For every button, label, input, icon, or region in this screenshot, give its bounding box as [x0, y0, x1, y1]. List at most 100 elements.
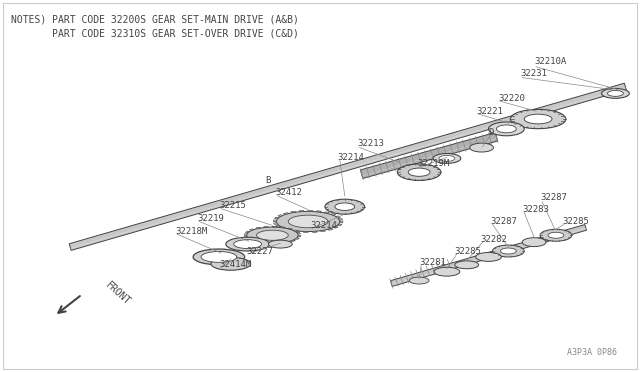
- Polygon shape: [268, 243, 273, 244]
- Polygon shape: [333, 227, 339, 228]
- Polygon shape: [360, 132, 498, 179]
- Ellipse shape: [276, 211, 340, 231]
- Text: 32281: 32281: [419, 258, 446, 267]
- Ellipse shape: [524, 114, 552, 124]
- Polygon shape: [280, 227, 285, 228]
- Polygon shape: [337, 224, 342, 226]
- Polygon shape: [247, 239, 252, 241]
- Text: 32214: 32214: [338, 153, 365, 162]
- Polygon shape: [291, 240, 295, 242]
- Polygon shape: [256, 227, 260, 229]
- Ellipse shape: [257, 230, 288, 240]
- Polygon shape: [390, 225, 586, 286]
- Text: 32287: 32287: [490, 217, 517, 226]
- Polygon shape: [246, 231, 250, 233]
- Polygon shape: [276, 225, 280, 227]
- Polygon shape: [324, 212, 330, 214]
- Polygon shape: [252, 241, 257, 243]
- Text: 32283: 32283: [522, 205, 549, 214]
- Text: A3P3A 0P86: A3P3A 0P86: [568, 349, 618, 357]
- Ellipse shape: [335, 203, 355, 211]
- Polygon shape: [287, 228, 292, 230]
- Text: 32231: 32231: [520, 69, 547, 78]
- Polygon shape: [284, 213, 289, 214]
- Text: 32285: 32285: [562, 217, 589, 226]
- Polygon shape: [312, 231, 317, 232]
- Polygon shape: [273, 223, 278, 224]
- Polygon shape: [287, 230, 292, 231]
- Text: 32218M: 32218M: [175, 227, 207, 236]
- Polygon shape: [273, 220, 276, 221]
- Polygon shape: [250, 229, 254, 230]
- Text: 32287: 32287: [540, 193, 567, 202]
- Ellipse shape: [540, 229, 572, 241]
- Polygon shape: [291, 211, 296, 213]
- Ellipse shape: [433, 154, 461, 163]
- Polygon shape: [260, 243, 264, 244]
- Ellipse shape: [268, 240, 292, 248]
- Polygon shape: [264, 226, 268, 227]
- Polygon shape: [273, 226, 277, 227]
- Text: 32213: 32213: [358, 139, 385, 148]
- Ellipse shape: [288, 215, 328, 228]
- Ellipse shape: [470, 143, 493, 152]
- Ellipse shape: [455, 261, 479, 269]
- Text: 32285: 32285: [455, 247, 482, 256]
- Ellipse shape: [488, 122, 524, 136]
- Text: 32214: 32214: [310, 221, 337, 230]
- Polygon shape: [276, 243, 281, 244]
- Ellipse shape: [500, 248, 516, 254]
- Ellipse shape: [607, 90, 623, 96]
- Text: FRONT: FRONT: [104, 280, 132, 307]
- Ellipse shape: [409, 277, 429, 284]
- Ellipse shape: [201, 251, 237, 262]
- Polygon shape: [303, 231, 308, 232]
- Polygon shape: [330, 214, 336, 215]
- Text: 32210A: 32210A: [534, 57, 566, 66]
- Polygon shape: [316, 211, 321, 212]
- Polygon shape: [295, 231, 300, 232]
- Ellipse shape: [434, 267, 460, 276]
- Text: B: B: [266, 176, 271, 185]
- Ellipse shape: [226, 237, 269, 251]
- Text: 32215: 32215: [219, 201, 246, 210]
- Text: D: D: [488, 128, 494, 137]
- Polygon shape: [340, 221, 343, 223]
- Polygon shape: [293, 230, 298, 231]
- Polygon shape: [275, 217, 279, 219]
- Ellipse shape: [602, 89, 629, 98]
- Ellipse shape: [234, 240, 262, 248]
- Text: 32220: 32220: [499, 94, 525, 103]
- Polygon shape: [339, 219, 342, 220]
- Ellipse shape: [522, 238, 546, 247]
- Polygon shape: [69, 83, 627, 250]
- Text: 32219M: 32219M: [417, 159, 449, 168]
- Text: 32412: 32412: [275, 188, 302, 198]
- Ellipse shape: [548, 232, 564, 238]
- Polygon shape: [278, 215, 283, 217]
- Polygon shape: [280, 228, 285, 229]
- Text: 32282: 32282: [481, 235, 508, 244]
- Text: 32219: 32219: [197, 214, 224, 223]
- Text: 32227: 32227: [246, 247, 273, 256]
- Ellipse shape: [246, 227, 298, 243]
- Polygon shape: [244, 237, 248, 238]
- Ellipse shape: [439, 155, 455, 161]
- Ellipse shape: [497, 125, 516, 133]
- Polygon shape: [284, 242, 289, 243]
- Polygon shape: [244, 234, 247, 235]
- Text: NOTES) PART CODE 32200S GEAR SET-MAIN DRIVE (A&B): NOTES) PART CODE 32200S GEAR SET-MAIN DR…: [11, 15, 299, 25]
- Ellipse shape: [397, 164, 441, 180]
- Text: PART CODE 32310S GEAR SET-OVER DRIVE (C&D): PART CODE 32310S GEAR SET-OVER DRIVE (C&…: [11, 28, 299, 38]
- Ellipse shape: [510, 109, 566, 129]
- Polygon shape: [335, 216, 340, 218]
- Text: 32221: 32221: [477, 107, 504, 116]
- Ellipse shape: [193, 249, 244, 265]
- Polygon shape: [297, 232, 300, 234]
- Text: 32414M: 32414M: [219, 260, 251, 269]
- Polygon shape: [320, 230, 326, 232]
- Ellipse shape: [493, 245, 524, 257]
- Polygon shape: [298, 235, 301, 237]
- Polygon shape: [296, 238, 300, 239]
- Polygon shape: [328, 229, 333, 230]
